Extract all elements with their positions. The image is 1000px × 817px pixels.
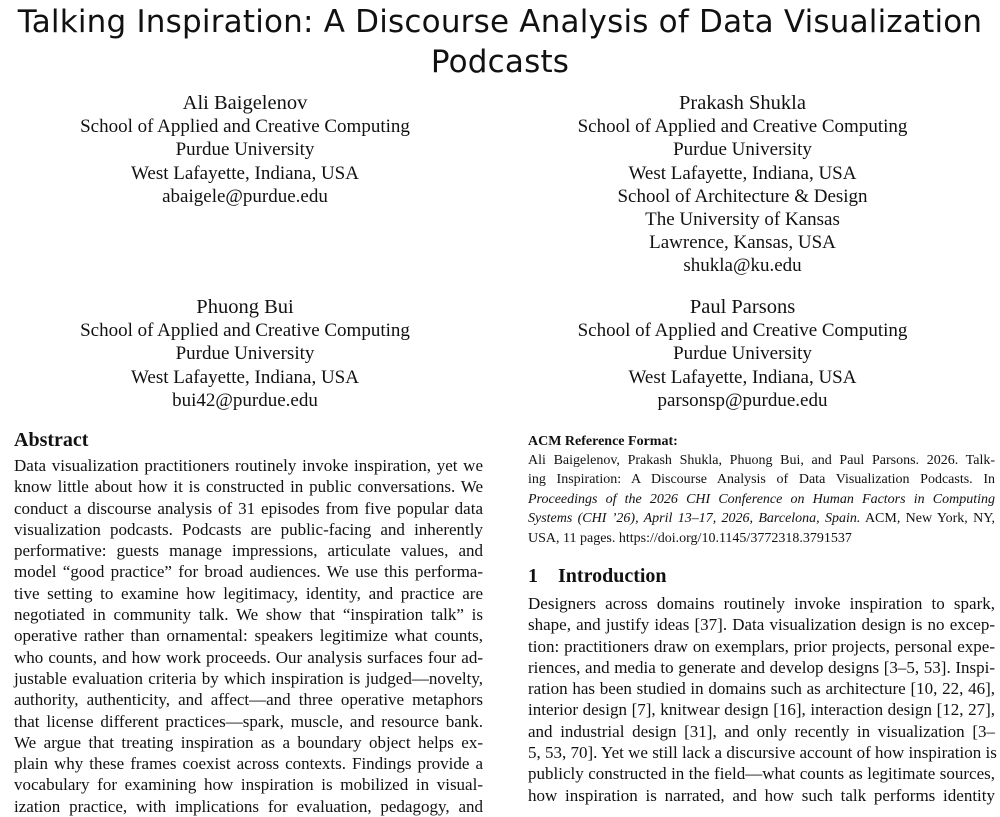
author-block: Paul Parsons School of Applied and Creat…	[490, 296, 995, 412]
author-affiliation: School of Architecture & Design	[617, 185, 868, 207]
title-line-2: Podcasts	[430, 44, 570, 80]
author-affiliation: Purdue University	[175, 343, 315, 365]
text-line: model “good practice” for broad audience…	[14, 562, 483, 582]
text-line: performative: guests manage impressions,…	[14, 541, 483, 561]
text-line: operative rather than ornamental: speake…	[14, 626, 483, 646]
text-line: tive setting to examine how legitimacy, …	[14, 583, 483, 603]
text-line: riences, and media to generate and devel…	[528, 657, 995, 677]
author-email[interactable]: bui42@purdue.edu	[172, 389, 318, 411]
introduction-section: 1 Introduction Designers across domains r…	[528, 564, 997, 806]
title-line-1: Talking Inspiration: A Discourse Analysi…	[17, 4, 983, 40]
reference-publisher: ACM, New York, NY,	[860, 511, 996, 527]
author-affiliation: Purdue University	[673, 343, 812, 365]
author-block: Prakash Shukla School of Applied and Cre…	[490, 92, 995, 278]
reference-line: Systems (CHI ’26), April 13–17, 2026, Ba…	[528, 509, 995, 528]
author-block: Ali Baigelenov School of Applied and Cre…	[0, 92, 490, 208]
reference-line: ing Inspiration: A Discourse Analysis of…	[528, 472, 995, 488]
text-line: Data visualization practitioners routine…	[14, 456, 483, 475]
author-affiliation: Lawrence, Kansas, USA	[649, 232, 836, 254]
reference-doi-line[interactable]: USA, 11 pages. https://doi.org/10.1145/3…	[528, 530, 852, 546]
author-affiliation: West Lafayette, Indiana, USA	[628, 162, 857, 184]
author-affiliation: School of Applied and Creative Computing	[577, 116, 908, 138]
abstract-body: Data visualization practitioners routine…	[14, 455, 483, 817]
abstract-heading: Abstract	[14, 429, 89, 451]
author-name: Prakash Shukla	[679, 92, 806, 114]
text-line: negotiated in community talk. We show th…	[14, 605, 483, 625]
text-line: know little about how it is constructed …	[14, 477, 483, 497]
text-line: authority, authenticity, and affect—and …	[14, 690, 483, 710]
author-affiliation: School of Applied and Creative Computing	[577, 320, 908, 342]
author-name: Paul Parsons	[689, 296, 796, 318]
text-line: publicly constructed in the field—what c…	[528, 764, 995, 784]
text-line: that license different practices—spark, …	[14, 711, 483, 731]
text-line: interior design [7], knitwear design [16…	[528, 700, 995, 720]
reference-line: Ali Baigelenov, Prakash Shukla, Phuong B…	[528, 453, 995, 468]
text-line: vocabulary for examining how inspiration…	[14, 775, 483, 795]
text-line: who counts, and how work proceeds. Our a…	[14, 647, 483, 667]
author-email[interactable]: abaigele@purdue.edu	[162, 185, 328, 207]
author-affiliation: School of Applied and Creative Computing	[80, 116, 410, 138]
text-line: ration has been studied in domains such …	[528, 679, 995, 699]
text-line: visualization podcasts. Podcasts are pub…	[14, 519, 483, 539]
reference-heading: ACM Reference Format:	[528, 434, 678, 449]
author-affiliation: West Lafayette, Indiana, USA	[131, 366, 359, 388]
reference-body: Ali Baigelenov, Prakash Shukla, Phuong B…	[528, 451, 995, 548]
author-block: Phuong Bui School of Applied and Creativ…	[0, 296, 490, 412]
section-title: Introduction	[558, 565, 667, 587]
introduction-body: Designers across domains routinely invok…	[528, 593, 997, 806]
introduction-heading: 1 Introduction	[528, 564, 995, 588]
text-line: conduct a discourse analysis of 31 episo…	[14, 498, 483, 518]
author-email[interactable]: shukla@ku.edu	[683, 255, 802, 277]
abstract-section: Abstract Data visualization practitioner…	[14, 428, 483, 817]
author-affiliation: West Lafayette, Indiana, USA	[131, 162, 359, 184]
text-line: Designers across domains routinely invok…	[528, 594, 995, 613]
text-line: ization practice, with implications for …	[14, 796, 483, 816]
reference-venue: Systems (CHI ’26), April 13–17, 2026, Ba…	[528, 511, 861, 527]
paper-title: Talking Inspiration: A Discourse Analysi…	[0, 2, 1000, 82]
text-line: how inspiration is narrated, and how suc…	[528, 785, 995, 805]
text-line: We argue that treating inspiration as a …	[14, 732, 483, 752]
reference-format: ACM Reference Format: Ali Baigelenov, Pr…	[528, 433, 995, 548]
reference-line: Proceedings of the 2026 CHI Conference o…	[528, 491, 995, 507]
author-email[interactable]: parsonsp@purdue.edu	[657, 389, 828, 411]
section-number: 1	[528, 565, 538, 587]
text-line: tion: practitioners draw on exemplars, p…	[528, 636, 995, 656]
author-affiliation: The University of Kansas	[645, 209, 840, 231]
author-affiliation: School of Applied and Creative Computing	[80, 320, 410, 342]
text-line: shape, and justify ideas [37]. Data visu…	[528, 615, 995, 635]
text-line: and industrial design [31], and only rec…	[528, 721, 995, 741]
author-affiliation: Purdue University	[175, 139, 315, 161]
text-line: 5, 53, 70]. Yet we still lack a discursi…	[528, 743, 997, 763]
text-line: justable evaluation criteria by which in…	[14, 668, 483, 688]
author-name: Ali Baigelenov	[182, 92, 308, 114]
text-line: plain why these frames coexist across co…	[14, 754, 483, 774]
author-affiliation: Purdue University	[673, 139, 812, 161]
author-name: Phuong Bui	[196, 296, 294, 318]
author-affiliation: West Lafayette, Indiana, USA	[628, 366, 857, 388]
